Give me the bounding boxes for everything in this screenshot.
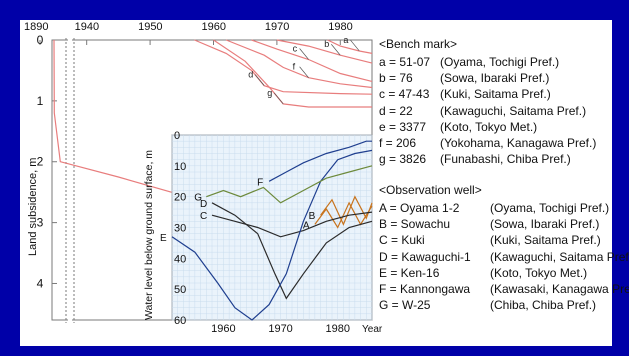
water-level-line-E	[171, 149, 373, 321]
inset-y-tick-label: 30	[174, 223, 186, 235]
main-x-tick-label: 1980	[328, 21, 352, 33]
subsidence-label-b: b	[324, 39, 329, 49]
inset-x-tick-label: 1960	[211, 323, 235, 335]
subsidence-leader-a	[350, 39, 360, 52]
bench-mark-location: (Yokohama, Kanagawa Pref.)	[440, 136, 597, 150]
subsidence-label-a: a	[343, 35, 348, 45]
main-axis-ticks: 1890 1940 1950 1960 1970 1980 0 1 2 3 4	[24, 21, 353, 290]
bench-mark-label: a = 51-07	[379, 55, 431, 69]
bottom-blue-margin	[20, 346, 629, 356]
water-level-line-C	[211, 211, 373, 238]
water-level-line-A	[314, 201, 373, 229]
subsidence-leader-c	[299, 48, 309, 60]
bench-mark-location: (Kawaguchi, Saitama Pref.)	[440, 103, 587, 118]
subsidence-line-c	[251, 39, 373, 82]
inset-y-axis-title: Water level below ground surface, m	[143, 150, 155, 320]
main-y-tick-label: 2	[37, 155, 44, 169]
observation-well-location: (Kawasaki, Kanagawa Pref.)	[490, 282, 629, 296]
bench-mark-header: <Bench mark>	[379, 37, 458, 51]
observation-well-label: D = Kawaguchi-1	[379, 249, 471, 264]
inset-y-tick-label: 40	[174, 253, 186, 265]
inset-y-tick-label: 60	[174, 315, 186, 327]
inset-y-tick-label: 50	[174, 284, 186, 296]
inset-series-group: AB CD E F G	[160, 140, 373, 321]
inset-x-tick-label: 1980	[325, 323, 349, 335]
subsidence-leader-g	[273, 92, 284, 105]
inset-y-tick-label: 20	[174, 192, 186, 204]
water-level-line-F	[268, 140, 372, 182]
bench-mark-label: c = 47-43	[379, 87, 430, 102]
subsidence-label-g: g	[267, 88, 272, 98]
main-x-tick-label: 1940	[75, 21, 99, 33]
subsidence-label-f: f	[293, 62, 296, 72]
subsidence-leader-f	[299, 66, 309, 78]
bench-mark-label: g = 3826	[379, 152, 427, 167]
water-level-line-G	[206, 165, 373, 204]
subsidence-leader-d	[254, 74, 265, 86]
right-blue-margin	[612, 0, 629, 356]
bench-mark-location: (Oyama, Tochigi Pref.)	[440, 55, 560, 69]
main-y-tick-label: 1	[37, 94, 44, 108]
water-level-label-G: G	[194, 193, 202, 204]
bench-mark-location: (Koto, Tokyo Met.)	[440, 119, 538, 134]
inset-y-tick-label: 0	[174, 130, 180, 142]
subsidence-line-f	[225, 39, 373, 89]
observation-well-location: (Kuki, Saitama Pref.)	[490, 233, 601, 248]
bench-mark-label: b = 76	[379, 71, 413, 86]
axis-break-left	[68, 38, 72, 323]
top-blue-margin	[20, 0, 629, 20]
inset-y-tick-label: 10	[174, 161, 186, 173]
main-y-tick-label: 3	[37, 216, 44, 230]
observation-well-location: (Koto, Tokyo Met.)	[490, 265, 588, 280]
subsidence-label-d: d	[248, 70, 253, 80]
bench-mark-location: (Sowa, Ibaraki Pref.)	[440, 71, 550, 86]
bench-mark-label: e = 3377	[379, 119, 427, 134]
subsidence-line-b	[276, 39, 373, 64]
observation-well-location: (Oyama, Tochigi Pref.)	[490, 201, 610, 215]
observation-well-label: E = Ken-16	[379, 265, 440, 280]
left-blue-margin	[0, 0, 20, 356]
water-level-line-D	[211, 202, 373, 300]
observation-well-label: G = W-25	[379, 298, 431, 313]
subsidence-line-d	[194, 39, 373, 95]
observation-well-label: C = Kuki	[379, 233, 425, 248]
water-level-label-C: C	[200, 211, 207, 222]
bench-mark-location: (Funabashi, Chiba Pref.)	[440, 152, 571, 167]
bench-mark-label: d = 22	[379, 103, 413, 118]
main-y-tick-label: 4	[37, 276, 44, 290]
inset-x-axis-title: Year	[362, 324, 383, 335]
main-x-tick-label: 1890	[24, 21, 48, 33]
water-level-label-D: D	[200, 199, 207, 210]
observation-well-location: (Sowa, Ibaraki Pref.)	[490, 217, 600, 232]
water-level-label-E: E	[160, 233, 167, 244]
observation-well-label: A = Oyama 1-2	[379, 201, 460, 215]
observation-well-location: (Kawaguchi, Saitama Pref.)	[490, 249, 629, 264]
subsidence-line-a	[327, 39, 373, 54]
inset-x-tick-label: 1970	[268, 323, 292, 335]
main-y-tick-label: 0	[37, 33, 44, 47]
observation-well-header: <Observation well>	[379, 183, 482, 197]
water-level-line-B	[320, 195, 373, 226]
observation-well-location: (Chiba, Chiba Pref.)	[490, 298, 597, 313]
inset-axis-ticks: 0 10 20 30 40 50 60 1960 1970 1980	[174, 130, 350, 335]
observation-well-label: F = Kannongawa	[379, 282, 471, 296]
observation-well-label: B = Sowachu	[379, 217, 451, 232]
main-x-tick-label: 1950	[138, 21, 162, 33]
main-y-axis-title: Land subsidence, m	[27, 158, 39, 256]
water-level-label-B: B	[309, 211, 316, 222]
main-x-tick-label: 1960	[201, 21, 225, 33]
water-level-label-F: F	[257, 177, 263, 188]
bench-mark-location: (Kuki, Saitama Pref.)	[440, 87, 551, 102]
bench-mark-label: f = 206	[379, 136, 417, 150]
main-x-tick-label: 1970	[265, 21, 289, 33]
subsidence-leader-b	[331, 43, 341, 56]
subsidence-label-c: c	[293, 43, 298, 53]
water-level-label-A: A	[303, 220, 310, 231]
